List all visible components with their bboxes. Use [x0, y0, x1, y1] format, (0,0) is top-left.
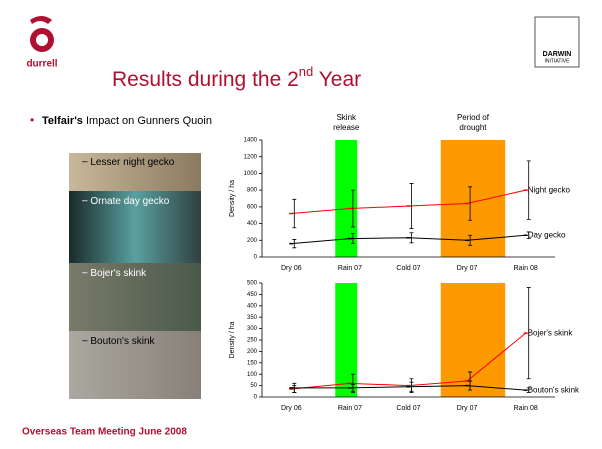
bullet: • — [30, 113, 34, 127]
y-tick-label: 1200 — [244, 154, 258, 160]
band-label-line: drought — [459, 123, 487, 132]
series-label: Bouton's skink — [528, 385, 580, 394]
band-label-line: Period of — [457, 113, 490, 122]
y-tick-label: 400 — [247, 221, 258, 227]
y-tick-label: 400 — [247, 303, 258, 309]
x-tick-label: Dry 06 — [281, 405, 302, 412]
y-tick-label: 50 — [250, 383, 257, 389]
bullet-bold: Telfair's — [42, 115, 83, 127]
slide: durrell DARWIN INITIATIVE Results during… — [0, 0, 602, 444]
footer: Overseas Team Meeting June 2008 — [22, 427, 187, 438]
title-part: Year — [313, 68, 361, 91]
species-label: – Bouton's skink — [82, 336, 156, 347]
series-label: Day gecko — [528, 230, 566, 239]
logo-text: durrell — [26, 59, 57, 70]
series-label: Night gecko — [528, 185, 571, 194]
species-name: Bouton's skink — [90, 336, 155, 347]
species-label: – Lesser night gecko — [82, 157, 175, 168]
y-tick-label: 200 — [247, 238, 258, 244]
series-label: Bojer's skink — [528, 328, 574, 337]
x-tick-label: Cold 07 — [396, 405, 420, 412]
x-tick-label: Dry 07 — [457, 265, 478, 272]
bullet-text: Telfair's Impact on Gunners Quoin — [42, 115, 212, 127]
x-tick-label: Rain 08 — [514, 405, 538, 412]
x-tick-label: Dry 06 — [281, 265, 302, 272]
title-part: Results during the 2 — [112, 68, 299, 91]
band-label-line: release — [333, 123, 360, 132]
y-tick-label: 500 — [247, 281, 258, 287]
y-tick-label: 300 — [247, 326, 258, 332]
y-tick-label: 1000 — [244, 171, 258, 177]
logo-text: INITIATIVE — [545, 58, 571, 64]
logo-text: DARWIN — [543, 51, 572, 58]
y-tick-label: 350 — [247, 315, 258, 321]
y-tick-label: 1400 — [244, 138, 258, 144]
species-label: – Ornate day gecko — [82, 196, 170, 207]
y-axis-label: Density / ha — [229, 321, 236, 358]
y-tick-label: 600 — [247, 204, 258, 210]
band-label-line: Skink — [336, 113, 357, 122]
y-tick-label: 450 — [247, 292, 258, 298]
y-axis-label: Density / ha — [229, 180, 236, 217]
y-tick-label: 100 — [247, 372, 258, 378]
x-tick-label: Rain 07 — [338, 265, 362, 272]
y-tick-label: 800 — [247, 188, 258, 194]
y-tick-label: 150 — [247, 360, 258, 366]
title-sup: nd — [299, 64, 313, 79]
x-tick-label: Dry 07 — [457, 405, 478, 412]
slide-title: Results during the 2nd Year — [112, 64, 361, 90]
species-name: Lesser night gecko — [90, 157, 174, 168]
species-name: Ornate day gecko — [90, 196, 169, 207]
x-tick-label: Rain 08 — [514, 265, 538, 272]
x-tick-label: Cold 07 — [396, 265, 420, 272]
period-band — [441, 283, 505, 397]
y-tick-label: 250 — [247, 338, 258, 344]
y-tick-label: 200 — [247, 349, 258, 355]
species-name: Bojer's skink — [90, 268, 147, 279]
bullet-rest: Impact on Gunners Quoin — [83, 115, 212, 127]
species-label: – Bojer's skink — [82, 268, 147, 279]
x-tick-label: Rain 07 — [338, 405, 362, 412]
period-band — [335, 283, 357, 397]
